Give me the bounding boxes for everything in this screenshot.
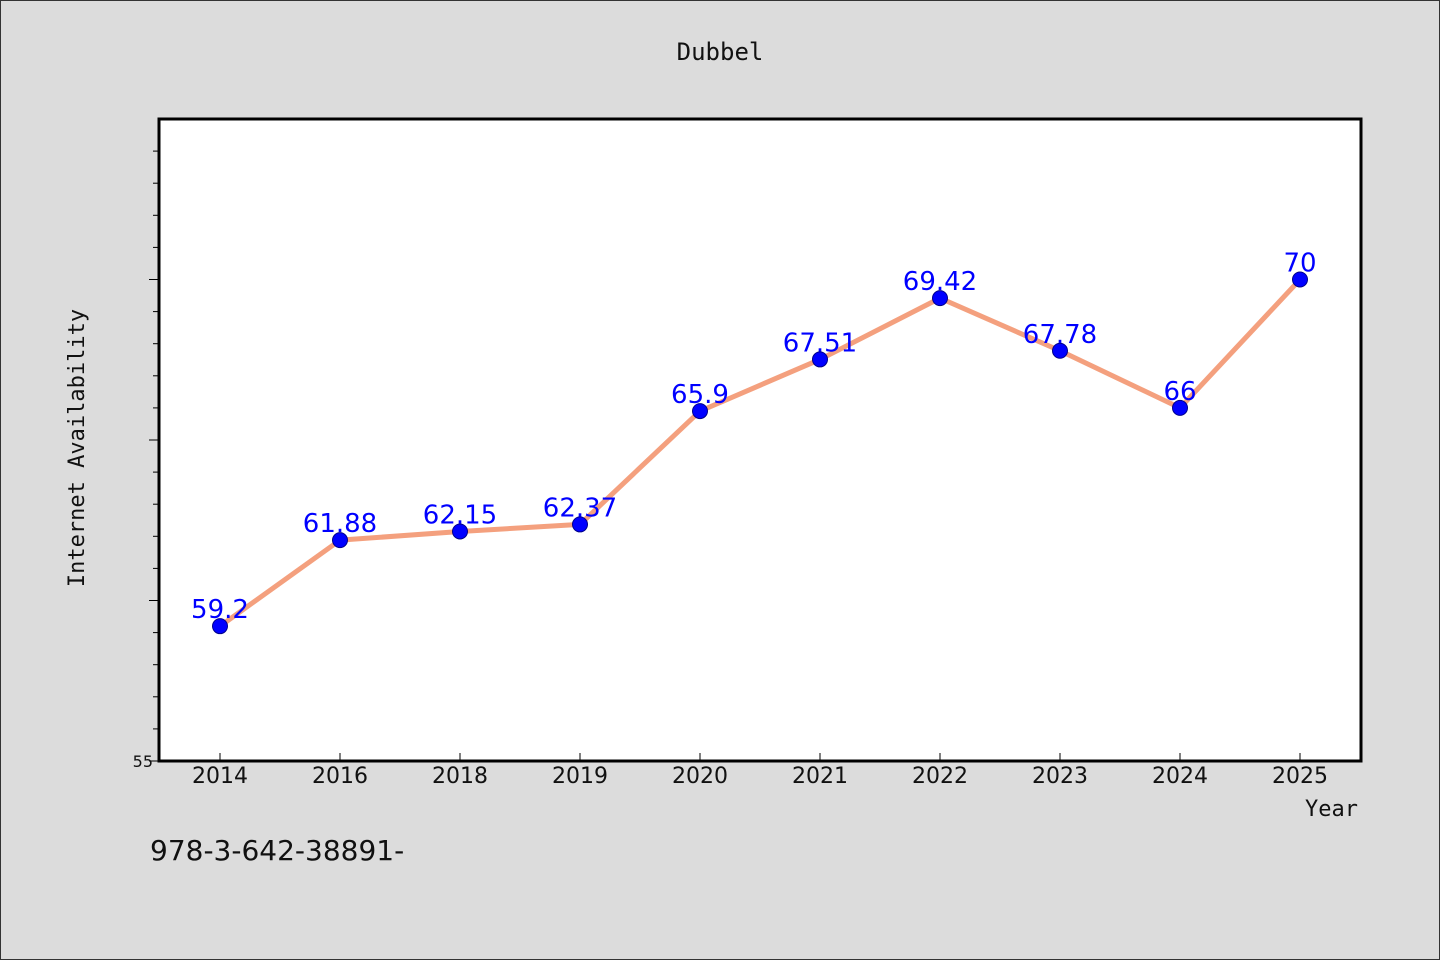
data-point-marker [452,523,468,540]
data-point-marker [812,351,828,368]
x-tick-label: 2021 [792,764,848,789]
x-tick-label: 2016 [312,764,368,789]
data-point-marker [572,516,588,533]
x-axis-label: Year [1305,797,1358,822]
data-label: 61.88 [303,509,377,539]
x-tick-label: 2023 [1032,764,1088,789]
data-point-marker [332,532,348,549]
y-axis-label: Internet Availability [65,309,90,587]
data-point-marker [1172,399,1188,416]
y-tick-label: 55 [133,752,153,771]
data-label: 59.2 [191,595,249,625]
data-label: 62.37 [543,493,617,523]
footer-isbn-text: 978-3-642-38891- [150,834,405,867]
data-point-marker [212,618,228,635]
x-tick-label: 2014 [192,764,248,789]
data-point-marker [932,290,948,307]
x-tick-label: 2024 [1152,764,1208,789]
data-label: 66 [1163,377,1196,407]
x-tick-label: 2019 [552,764,608,789]
series-layer: 59.2 61.88 62.15 62.37 65.9 67.51 69.42 67.78 66… [191,249,1317,635]
data-point-marker [692,403,708,420]
data-point-marker [1292,271,1308,288]
plot-area [157,117,1363,763]
data-point-marker [1052,342,1068,359]
x-tick-label: 2020 [672,764,728,789]
data-label: 67.51 [783,328,857,358]
data-label: 67.78 [1023,320,1097,350]
data-label: 69.42 [903,267,977,297]
x-tick-label: 2025 [1272,764,1328,789]
x-axis-ticks: 2014 2016 2018 2019 2020 2021 2022 2023 2024 2025 [192,753,1328,789]
chart-title: Dubbel [677,38,764,66]
data-label: 70 [1283,249,1316,279]
series-line [217,277,1303,629]
x-tick-label: 2022 [912,764,968,789]
x-tick-label: 2018 [432,764,488,789]
data-label: 65.9 [671,380,729,410]
y-axis-ticks: 55 [133,150,159,771]
data-label: 62.15 [423,500,497,530]
